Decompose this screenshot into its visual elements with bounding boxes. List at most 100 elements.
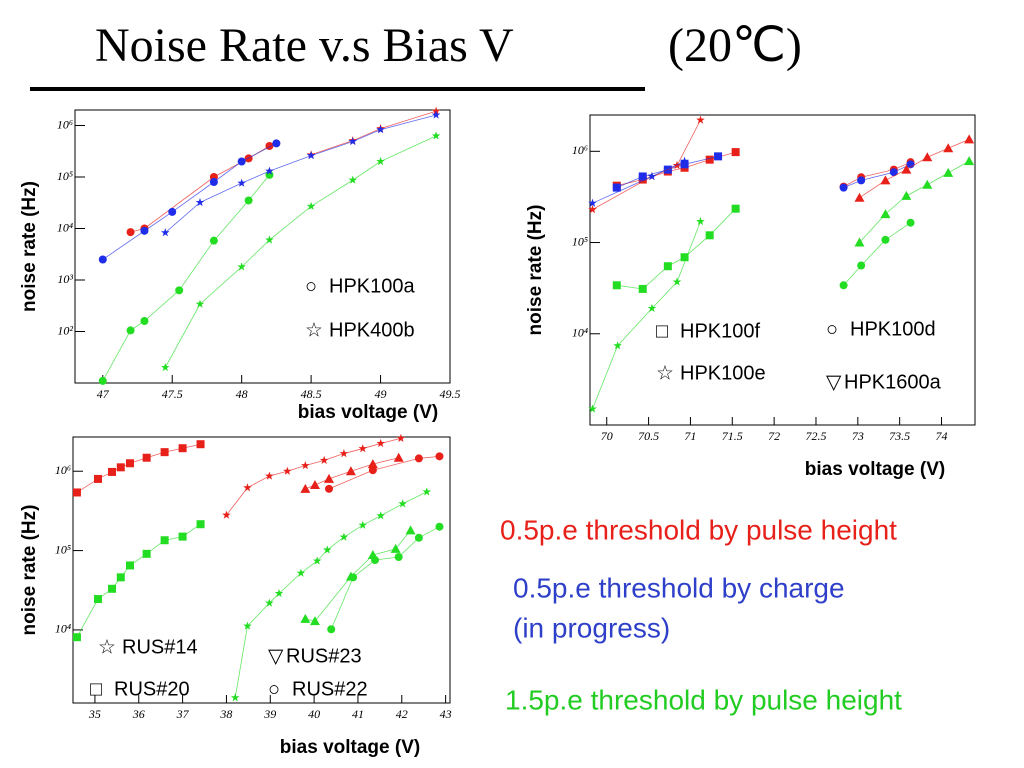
x-axis-label: bias voltage (V) (298, 402, 438, 423)
point (638, 284, 647, 293)
x-tick-label: 47.5 (162, 387, 183, 401)
x-tick-label: 36 (132, 707, 145, 721)
x-tick-label: 37 (176, 707, 190, 721)
point (274, 588, 284, 598)
legend-symbol: ○ (826, 318, 838, 340)
legend-label: HPK100d (850, 318, 936, 340)
point (309, 616, 320, 626)
point (196, 520, 205, 529)
point (943, 143, 954, 153)
series-line (234, 491, 427, 698)
x-tick-label: 47 (97, 387, 110, 401)
point (243, 621, 252, 630)
point (116, 573, 125, 582)
series-line (310, 110, 437, 156)
point (265, 235, 274, 244)
point (140, 226, 149, 235)
legend-label: RUS#14 (122, 636, 198, 658)
note: 1.5p.e threshold by pulse height (505, 684, 902, 715)
point (339, 449, 349, 458)
x-tick-label: 71 (684, 429, 696, 443)
y-tick-label: 10⁵ (572, 234, 588, 248)
point (324, 473, 335, 483)
point (588, 198, 597, 207)
point (964, 156, 975, 166)
point (222, 510, 231, 519)
point (889, 168, 898, 177)
x-tick-label: 73 (852, 429, 864, 443)
point (178, 532, 187, 541)
point (901, 164, 912, 174)
legend-symbol: ☆ (305, 319, 323, 341)
point (108, 584, 117, 593)
point (881, 235, 890, 244)
y-tick-label: 10⁵ (57, 169, 73, 183)
point (72, 633, 81, 642)
point (922, 179, 933, 189)
point (613, 341, 622, 350)
legend-label: HPK1600a (844, 371, 942, 393)
point (348, 136, 358, 146)
point (906, 218, 915, 227)
point (714, 152, 723, 161)
series-line (859, 160, 970, 243)
point (414, 533, 423, 542)
series-line (859, 139, 970, 199)
x-axis-label: bias voltage (V) (280, 737, 420, 758)
point (319, 455, 329, 465)
point (390, 543, 401, 553)
series-line (164, 135, 437, 368)
point (368, 466, 377, 475)
slide-title-suffix: (20℃) (668, 19, 802, 72)
point (435, 522, 444, 531)
point (680, 253, 689, 262)
point (325, 484, 334, 493)
point (160, 448, 169, 457)
legend-label: HPK100f (680, 320, 760, 342)
legend-symbol: ○ (268, 678, 280, 700)
point (237, 178, 246, 187)
series-line (328, 455, 440, 490)
x-tick-label: 74 (936, 429, 948, 443)
point (195, 299, 205, 308)
point (588, 205, 597, 214)
point (349, 573, 358, 582)
y-axis-label: noise rate (Hz) (19, 181, 40, 312)
x-tick-label: 70 (601, 429, 613, 443)
legend-symbol: ▽ (268, 645, 284, 667)
series-line (616, 208, 736, 290)
point (394, 553, 403, 562)
y-axis-label: noise rate (Hz) (19, 505, 40, 636)
point (140, 316, 149, 325)
x-tick-label: 40 (308, 707, 320, 721)
plot-frame (72, 436, 451, 704)
point (125, 561, 134, 570)
legend-symbol: ○ (305, 275, 317, 297)
point (265, 598, 274, 607)
point (901, 190, 912, 200)
x-tick-label: 49 (375, 387, 387, 401)
point (108, 467, 117, 476)
point (647, 303, 657, 312)
series-line (592, 160, 685, 204)
point (398, 499, 407, 508)
point (237, 157, 246, 166)
point (72, 488, 81, 497)
x-tick-label: 41 (352, 707, 364, 721)
point (588, 404, 597, 413)
series-line (305, 530, 411, 622)
slide-title: Noise Rate v.s Bias V (95, 19, 514, 72)
point (126, 326, 135, 335)
point (160, 362, 170, 372)
y-tick-label: 10² (57, 323, 73, 337)
point (964, 134, 975, 144)
point (922, 152, 933, 162)
point (405, 525, 416, 535)
point (422, 487, 432, 496)
x-tick-label: 72.5 (805, 429, 826, 443)
point (431, 110, 441, 119)
point (160, 228, 170, 237)
point (116, 463, 125, 472)
y-tick-label: 10⁶ (572, 143, 588, 157)
point (672, 277, 682, 286)
